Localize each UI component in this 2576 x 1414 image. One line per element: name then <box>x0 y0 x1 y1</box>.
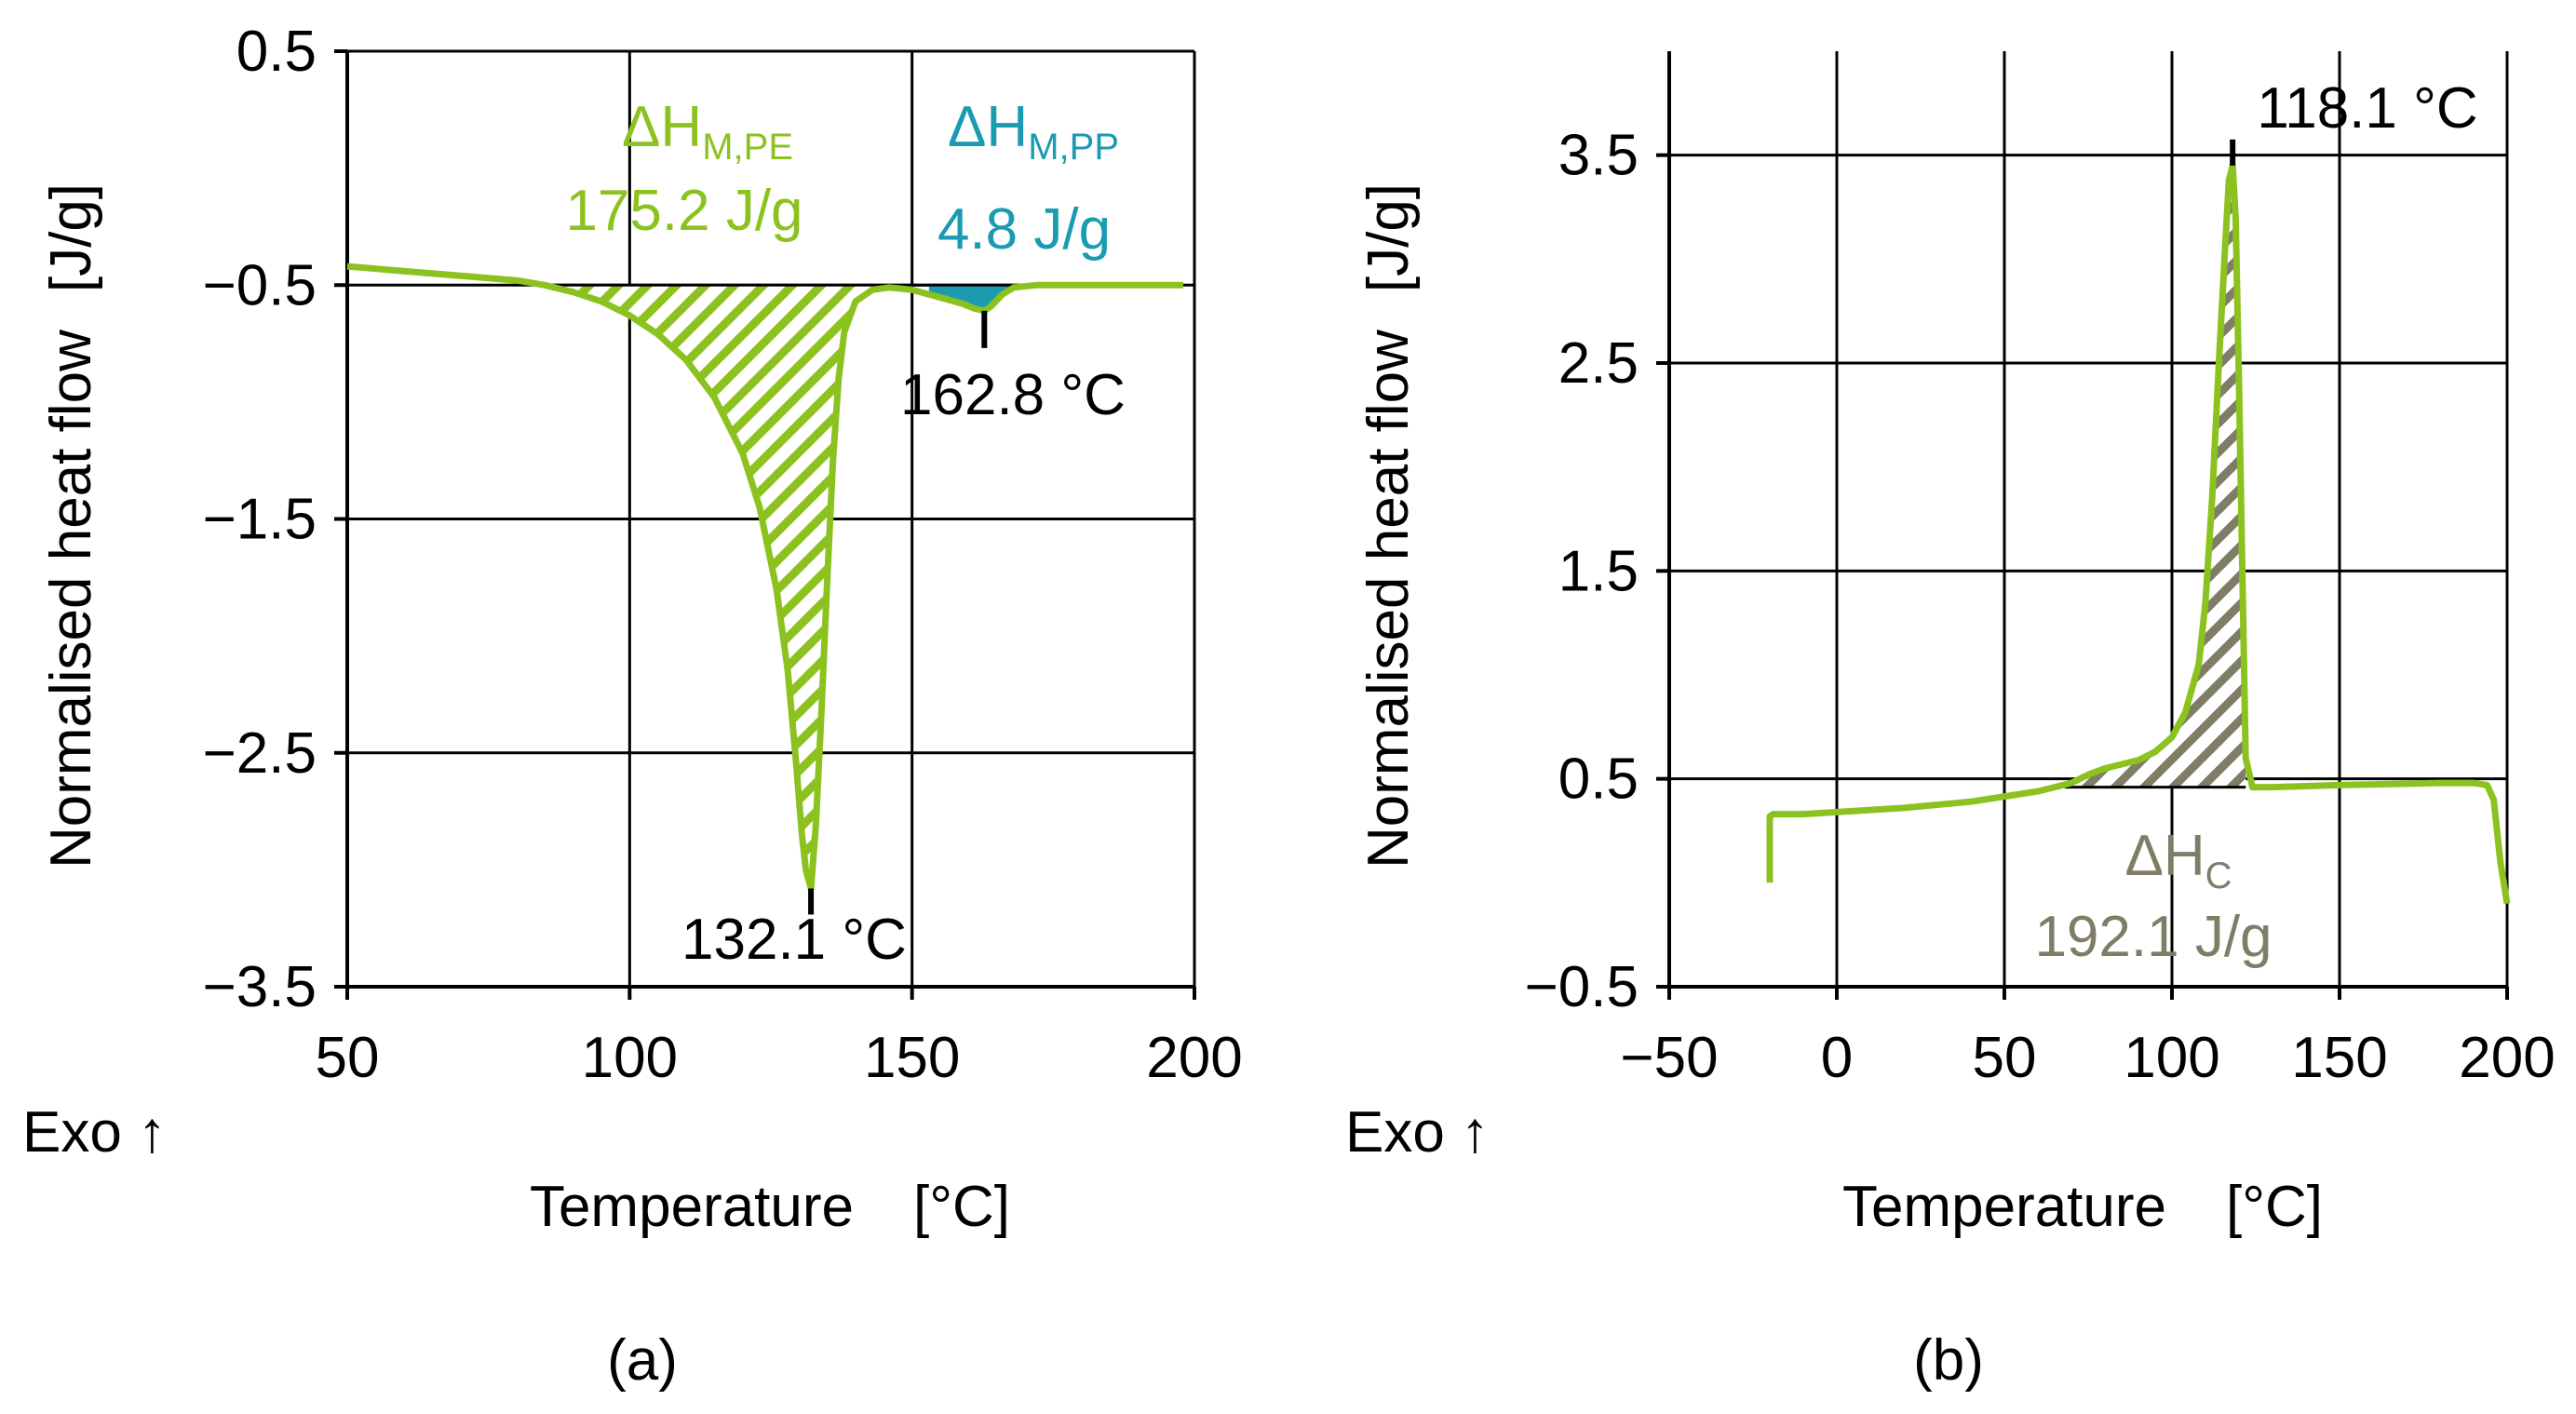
exo-label-b: Exo ↑ <box>1345 1100 1490 1165</box>
y-tick-label-b-1: 0.5 <box>1558 747 1639 812</box>
tick-labels-b: −50 0 50 100 150 200 −0.5 0.5 1.5 2.5 3.5 <box>1525 124 2556 1090</box>
peak-label-pp: 162.8 °C <box>900 363 1126 427</box>
peak-label-pe: 132.1 °C <box>681 908 907 972</box>
x-tick-label-b-3: 100 <box>2124 1026 2219 1090</box>
x-axis-unit-a: [°C] <box>913 1175 1010 1239</box>
grid-b <box>1667 51 2509 989</box>
y-tick-label-a-0: −3.5 <box>203 955 317 1019</box>
x-axis-label-b: Temperature <box>1842 1175 2166 1239</box>
y-axis-title-b: Normalised heat flow [J/g] <box>1356 183 1421 869</box>
panel-b: −50 0 50 100 150 200 −0.5 0.5 1.5 2.5 3.5 Normalis… <box>1345 51 2556 1393</box>
x-tick-label-b-5: 200 <box>2459 1026 2555 1090</box>
area-fill-a-0 <box>545 285 901 883</box>
x-axis-unit-b: [°C] <box>2226 1175 2323 1239</box>
series-line-b <box>1766 162 2511 905</box>
x-tick-label-a-3: 200 <box>1146 1026 1242 1090</box>
y-tick-label-a-3: −0.5 <box>203 253 317 317</box>
peak-markers-a <box>808 310 988 915</box>
x-axis-label-a: Temperature <box>530 1175 854 1239</box>
area-symbol-pe-main: ΔH <box>622 95 702 159</box>
exo-label-a: Exo ↑ <box>22 1100 167 1165</box>
area-symbol-pe: ΔHM,PE <box>622 95 793 168</box>
area-symbol-pp-sub: M,PP <box>1028 127 1119 168</box>
peak-label-c: 118.1 °C <box>2257 76 2477 141</box>
y-axis-label-b: Normalised heat flow <box>1356 330 1421 869</box>
area-fill-b-0 <box>2064 168 2246 788</box>
area-symbol-c-sub: C <box>2205 855 2232 896</box>
y-tick-label-a-4: 0.5 <box>236 20 317 84</box>
panel-label-a: (a) <box>607 1328 678 1393</box>
area-value-pp: 4.8 J/g <box>937 197 1111 262</box>
plot-frame-a <box>334 49 1196 1000</box>
tick-labels-a: 50 100 150 200 −3.5 −2.5 −1.5 −0.5 0.5 <box>203 20 1243 1090</box>
panel-a: 50 100 150 200 −3.5 −2.5 −1.5 −0.5 0.5 Normalise… <box>22 20 1243 1393</box>
x-tick-label-b-1: 0 <box>1821 1026 1853 1090</box>
y-axis-label-a: Normalised heat flow <box>39 330 103 869</box>
x-axis-title-a: Temperature [°C] <box>530 1175 1010 1239</box>
area-symbol-pp-main: ΔH <box>948 95 1028 159</box>
x-tick-label-b-2: 50 <box>1973 1026 2037 1090</box>
x-axis-title-b: Temperature [°C] <box>1842 1175 2323 1239</box>
series-b <box>1766 162 2511 905</box>
x-tick-label-a-1: 100 <box>582 1026 678 1090</box>
y-tick-label-b-3: 2.5 <box>1558 331 1639 396</box>
y-axis-unit-a: [J/g] <box>39 183 103 292</box>
y-tick-label-b-2: 1.5 <box>1558 539 1639 603</box>
y-tick-label-b-4: 3.5 <box>1558 124 1639 188</box>
y-tick-label-a-2: −1.5 <box>203 488 317 552</box>
plot-frame-b <box>1656 51 2509 1000</box>
x-tick-label-a-2: 150 <box>864 1026 960 1090</box>
area-symbol-c: ΔHC <box>2124 824 2232 896</box>
area-symbol-pp: ΔHM,PP <box>948 95 1119 168</box>
area-fills-b <box>2064 168 2246 789</box>
panel-label-b: (b) <box>1913 1328 1984 1393</box>
y-axis-unit-b: [J/g] <box>1356 183 1421 292</box>
x-tick-label-a-0: 50 <box>316 1026 380 1090</box>
y-tick-label-a-1: −2.5 <box>203 721 317 786</box>
area-symbol-c-main: ΔH <box>2124 824 2205 888</box>
series-a <box>346 263 1183 892</box>
y-axis-title-a: Normalised heat flow [J/g] <box>39 183 103 869</box>
area-value-pe: 175.2 J/g <box>565 179 802 243</box>
area-value-c: 192.1 J/g <box>2034 905 2272 969</box>
x-tick-label-b-0: −50 <box>1620 1026 1718 1090</box>
area-symbol-pe-sub: M,PE <box>702 127 793 168</box>
series-line-a <box>346 263 1183 892</box>
y-tick-label-b-0: −0.5 <box>1525 955 1639 1019</box>
x-tick-label-b-4: 150 <box>2291 1026 2387 1090</box>
